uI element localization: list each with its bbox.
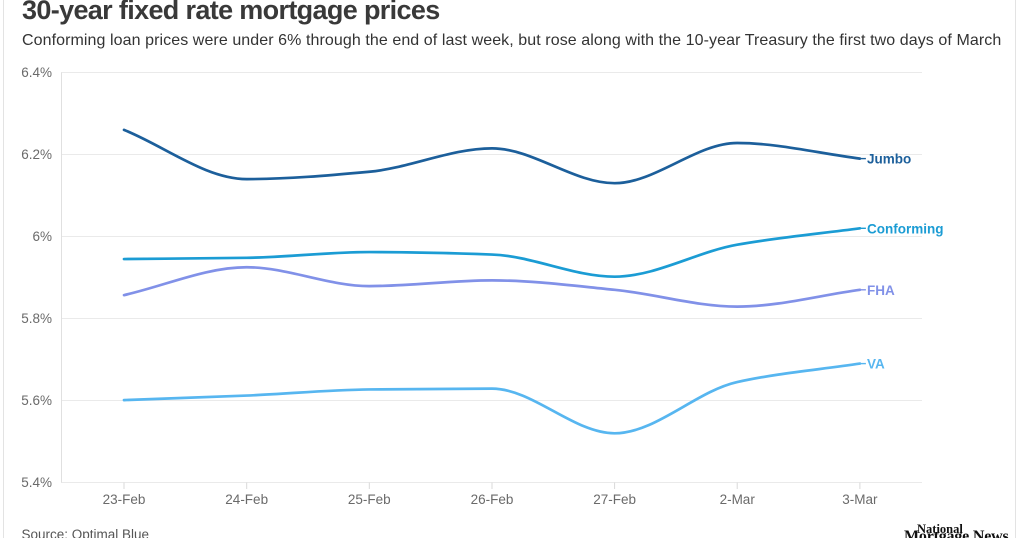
svg-text:FHA: FHA xyxy=(867,283,895,298)
svg-text:24-Feb: 24-Feb xyxy=(225,492,268,507)
svg-text:5.4%: 5.4% xyxy=(21,475,52,490)
svg-text:26-Feb: 26-Feb xyxy=(471,492,514,507)
svg-text:27-Feb: 27-Feb xyxy=(593,492,636,507)
svg-text:6.4%: 6.4% xyxy=(21,65,52,80)
svg-text:2-Mar: 2-Mar xyxy=(720,492,756,507)
svg-text:Conforming: Conforming xyxy=(867,221,944,236)
svg-text:5.8%: 5.8% xyxy=(21,311,52,326)
svg-text:VA: VA xyxy=(867,357,885,372)
svg-text:6.2%: 6.2% xyxy=(21,147,52,162)
svg-text:5.6%: 5.6% xyxy=(21,393,52,408)
svg-text:25-Feb: 25-Feb xyxy=(348,492,391,507)
svg-text:6%: 6% xyxy=(32,229,52,244)
svg-text:3-Mar: 3-Mar xyxy=(842,492,878,507)
svg-text:Jumbo: Jumbo xyxy=(867,152,911,167)
svg-text:23-Feb: 23-Feb xyxy=(103,492,146,507)
